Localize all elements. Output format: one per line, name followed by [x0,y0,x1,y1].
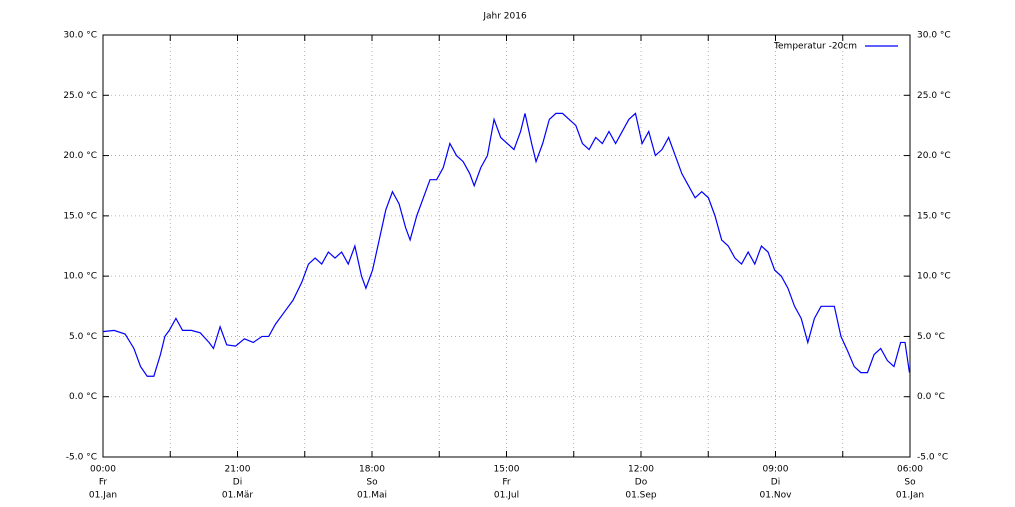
y2-tick-label: 0.0 °C [917,392,945,402]
y2-tick-label: 5.0 °C [917,332,945,342]
y2-tick-label: 25.0 °C [917,91,951,101]
y-tick-label: 30.0 °C [63,31,97,41]
plot-frame [102,34,911,458]
x-tick-label: 06:00 [897,465,923,475]
x-tick-label: Di [771,478,780,488]
x-tick-label: 01.Jan [89,491,117,501]
y-tick-label: 10.0 °C [63,272,97,282]
x-tick-label: 01.Jan [896,491,924,501]
y-tick-label: 5.0 °C [69,332,97,342]
x-tick-label: 01.Jul [494,491,519,501]
chart-title: Jahr 2016 [482,12,527,22]
x-tick-label: 01.Mär [222,491,254,501]
x-tick-label: 01.Nov [760,491,793,501]
series-line [102,112,911,377]
x-tick-label: 12:00 [628,465,654,475]
x-tick-label: 01.Mai [357,491,387,501]
y2-tick-label: 20.0 °C [917,151,951,161]
y2-tick-label: 15.0 °C [917,211,951,221]
x-tick-label: 00:00 [90,465,116,475]
y-tick-label: 15.0 °C [63,211,97,221]
y2-tick-label: 30.0 °C [917,31,951,41]
y-tick-label: 20.0 °C [63,151,97,161]
x-tick-label: 21:00 [225,465,251,475]
x-tick-label: Fr [99,478,108,488]
y-tick-label: 25.0 °C [63,91,97,101]
y2-tick-label: 10.0 °C [917,272,951,282]
y-tick-label: 0.0 °C [69,392,97,402]
x-tick-label: 01.Sep [625,491,657,501]
legend-label: Temperatur -20cm [773,42,857,52]
x-tick-label: Fr [502,478,511,488]
x-tick-label: 09:00 [763,465,789,475]
y2-tick-label: -5.0 °C [917,453,948,463]
x-tick-label: Di [233,478,242,488]
y-tick-label: -5.0 °C [66,453,97,463]
x-tick-label: So [366,478,378,488]
x-tick-label: Do [635,478,648,488]
x-tick-label: 15:00 [494,465,520,475]
x-tick-label: 18:00 [359,465,385,475]
x-tick-label: So [904,478,916,488]
